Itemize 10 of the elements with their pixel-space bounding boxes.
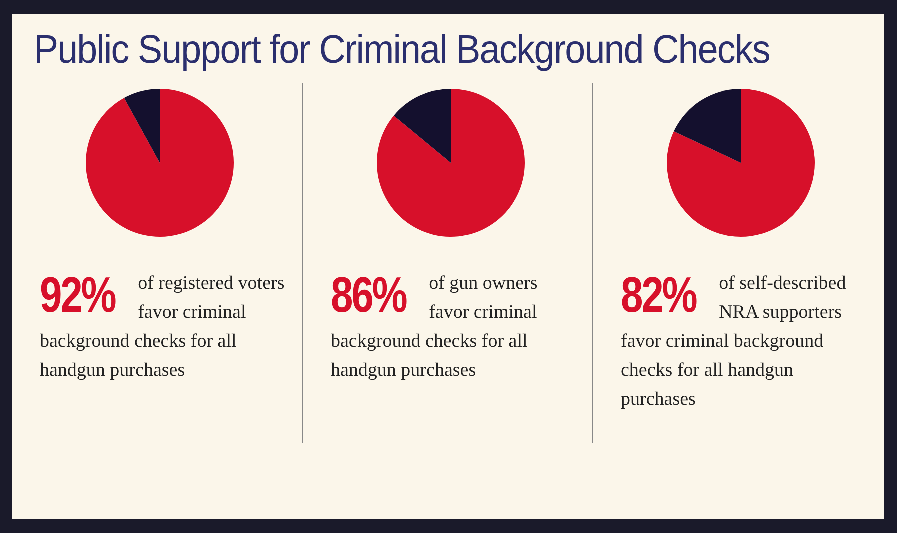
data-label: 82% xyxy=(621,267,696,323)
pie-slice xyxy=(674,89,741,163)
pie-slice xyxy=(377,89,525,237)
data-label: 86% xyxy=(331,267,406,323)
data-label: 92% xyxy=(40,267,116,323)
pie-slice xyxy=(667,89,815,237)
text: Public Support for Criminal Background Checks xyxy=(34,28,771,73)
pie-slice xyxy=(124,89,160,163)
pie-slice xyxy=(86,89,234,237)
pie-slice xyxy=(394,89,451,163)
